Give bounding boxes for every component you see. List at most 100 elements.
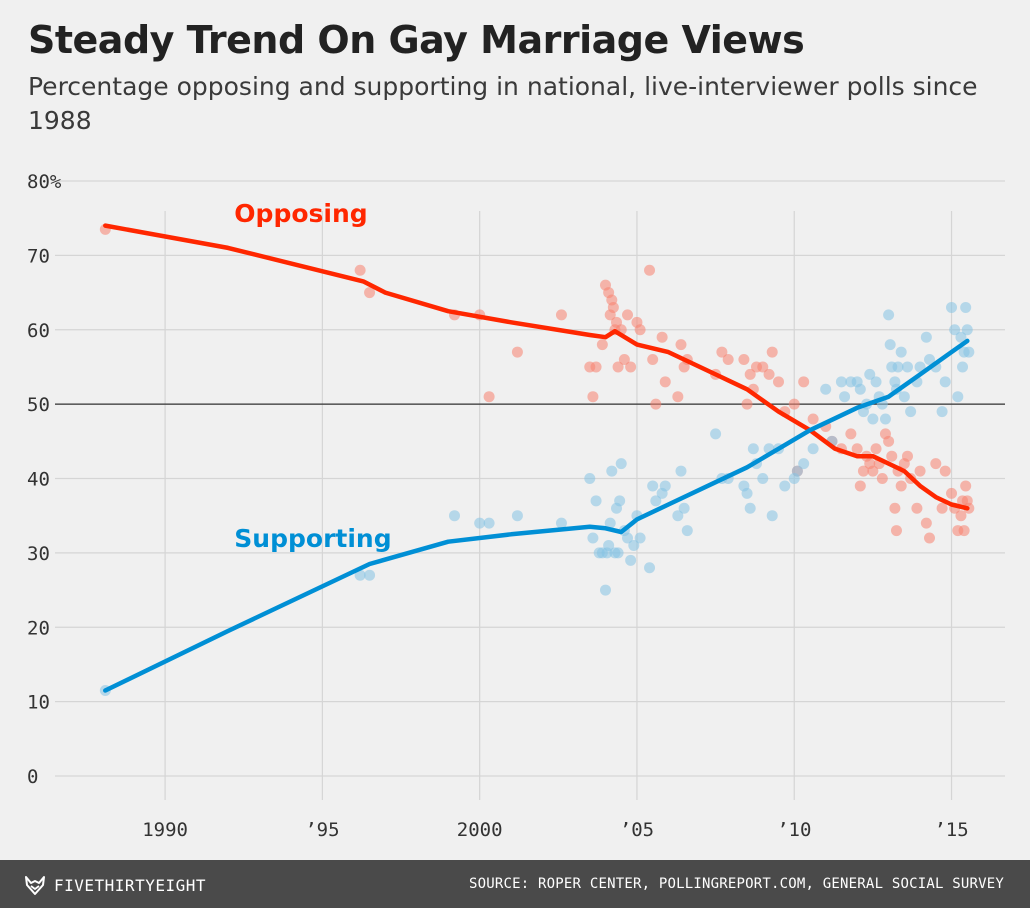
y-tick-label: 20: [27, 617, 50, 639]
opposing-poll-point: [757, 361, 769, 373]
opposing-poll-point: [788, 398, 800, 410]
x-tick-label: ’95: [305, 819, 339, 841]
y-tick-label: 0: [27, 766, 38, 788]
supporting-poll-point: [744, 502, 756, 514]
opposing-poll-point: [845, 428, 857, 440]
supporting-poll-point: [599, 584, 611, 596]
opposing-poll-point: [851, 443, 863, 455]
supporting-poll-point: [867, 413, 879, 425]
supporting-poll-point: [604, 517, 616, 529]
supporting-series-label: Supporting: [234, 524, 391, 553]
opposing-poll-point: [354, 264, 366, 276]
supporting-poll-point: [587, 532, 599, 544]
supporting-poll-point: [606, 465, 618, 477]
supporting-poll-point: [644, 562, 656, 574]
points-layer: [99, 223, 975, 696]
opposing-poll-point: [867, 465, 879, 477]
supporting-poll-point: [590, 495, 602, 507]
trend-lines-layer: [103, 223, 970, 693]
opposing-poll-point: [625, 361, 637, 373]
supporting-poll-point: [615, 458, 627, 470]
opposing-poll-point: [647, 354, 659, 365]
opposing-poll-point: [798, 376, 810, 388]
supporting-poll-point: [474, 517, 486, 529]
supporting-poll-point: [870, 376, 882, 388]
y-tick-label: 70: [27, 245, 50, 267]
opposing-series-label: Opposing: [234, 199, 367, 228]
supporting-poll-point: [949, 324, 961, 336]
opposing-poll-point: [946, 487, 958, 499]
x-tick-label: ’10: [777, 819, 811, 841]
opposing-poll-point: [675, 339, 687, 351]
supporting-poll-point: [961, 324, 973, 336]
opposing-poll-point: [622, 309, 634, 321]
opposing-poll-point: [911, 502, 923, 514]
opposing-poll-point: [854, 480, 866, 492]
opposing-poll-point: [511, 346, 523, 358]
opposing-poll-point: [889, 502, 901, 514]
supporting-poll-point: [634, 532, 646, 544]
supporting-poll-point: [603, 539, 615, 551]
supporting-poll-point: [650, 495, 662, 507]
supporting-poll-point: [483, 517, 495, 529]
opposing-poll-point: [483, 391, 495, 403]
supporting-poll-point: [957, 361, 969, 373]
opposing-poll-point: [672, 391, 684, 403]
opposing-poll-point: [744, 368, 756, 380]
fivethirtyeight-fox-icon: [25, 876, 45, 895]
opposing-trend-line: [103, 223, 970, 511]
supporting-poll-point: [946, 301, 958, 313]
supporting-poll-point: [952, 391, 964, 403]
supporting-poll-point: [757, 473, 769, 484]
y-tick-label: 10: [27, 692, 50, 714]
supporting-poll-point: [835, 376, 847, 388]
opposing-poll-point: [659, 376, 671, 388]
supporting-poll-point: [741, 487, 753, 499]
supporting-poll-point: [584, 473, 596, 484]
supporting-poll-point: [883, 309, 895, 321]
footer-bar: FIVETHIRTYEIGHT SOURCE: ROPER CENTER, PO…: [0, 860, 1030, 908]
supporting-poll-point: [924, 354, 936, 365]
opposing-poll-point: [587, 391, 599, 403]
supporting-poll-point: [839, 391, 851, 403]
supporting-poll-point: [622, 532, 634, 544]
y-tick-label: 60: [27, 320, 50, 342]
opposing-poll-point: [886, 450, 898, 462]
opposing-poll-point: [656, 331, 668, 343]
y-tick-label: 30: [27, 543, 50, 565]
supporting-poll-point: [854, 383, 866, 395]
supporting-poll-point: [612, 547, 624, 559]
supporting-poll-point: [511, 510, 523, 522]
opposing-poll-point: [738, 354, 750, 365]
y-tick-label: 80%: [27, 171, 62, 193]
opposing-poll-point: [763, 368, 775, 380]
opposing-poll-point: [650, 398, 662, 410]
brand[interactable]: FIVETHIRTYEIGHT: [24, 874, 206, 896]
series-labels-layer: Opposing Supporting: [234, 199, 391, 553]
x-tick-label: ’05: [620, 819, 654, 841]
opposing-poll-point: [612, 361, 624, 373]
supporting-poll-point: [963, 346, 975, 358]
supporting-poll-point: [914, 361, 926, 373]
supporting-poll-point: [628, 539, 640, 551]
supporting-poll-point: [955, 331, 967, 343]
source-note: SOURCE: ROPER CENTER, POLLINGREPORT.COM,…: [469, 876, 1004, 892]
chart-title: Steady Trend On Gay Marriage Views: [28, 18, 805, 62]
opposing-poll-point: [955, 510, 967, 522]
opposing-poll-point: [807, 413, 819, 425]
opposing-poll-point: [634, 324, 646, 336]
opposing-poll-point: [930, 458, 942, 470]
x-tick-label: 1990: [142, 819, 188, 841]
supporting-poll-point: [798, 458, 810, 470]
opposing-poll-point: [883, 435, 895, 447]
supporting-poll-point: [710, 428, 722, 440]
opposing-poll-point: [607, 301, 619, 313]
opposing-poll-point: [364, 287, 376, 299]
supporting-poll-point: [879, 413, 891, 425]
brand-name: FIVETHIRTYEIGHT: [54, 875, 206, 895]
opposing-poll-point: [876, 473, 888, 484]
opposing-poll-point: [939, 465, 951, 477]
supporting-poll-point: [659, 480, 671, 492]
opposing-poll-point: [722, 354, 734, 365]
supporting-poll-point: [936, 406, 948, 418]
